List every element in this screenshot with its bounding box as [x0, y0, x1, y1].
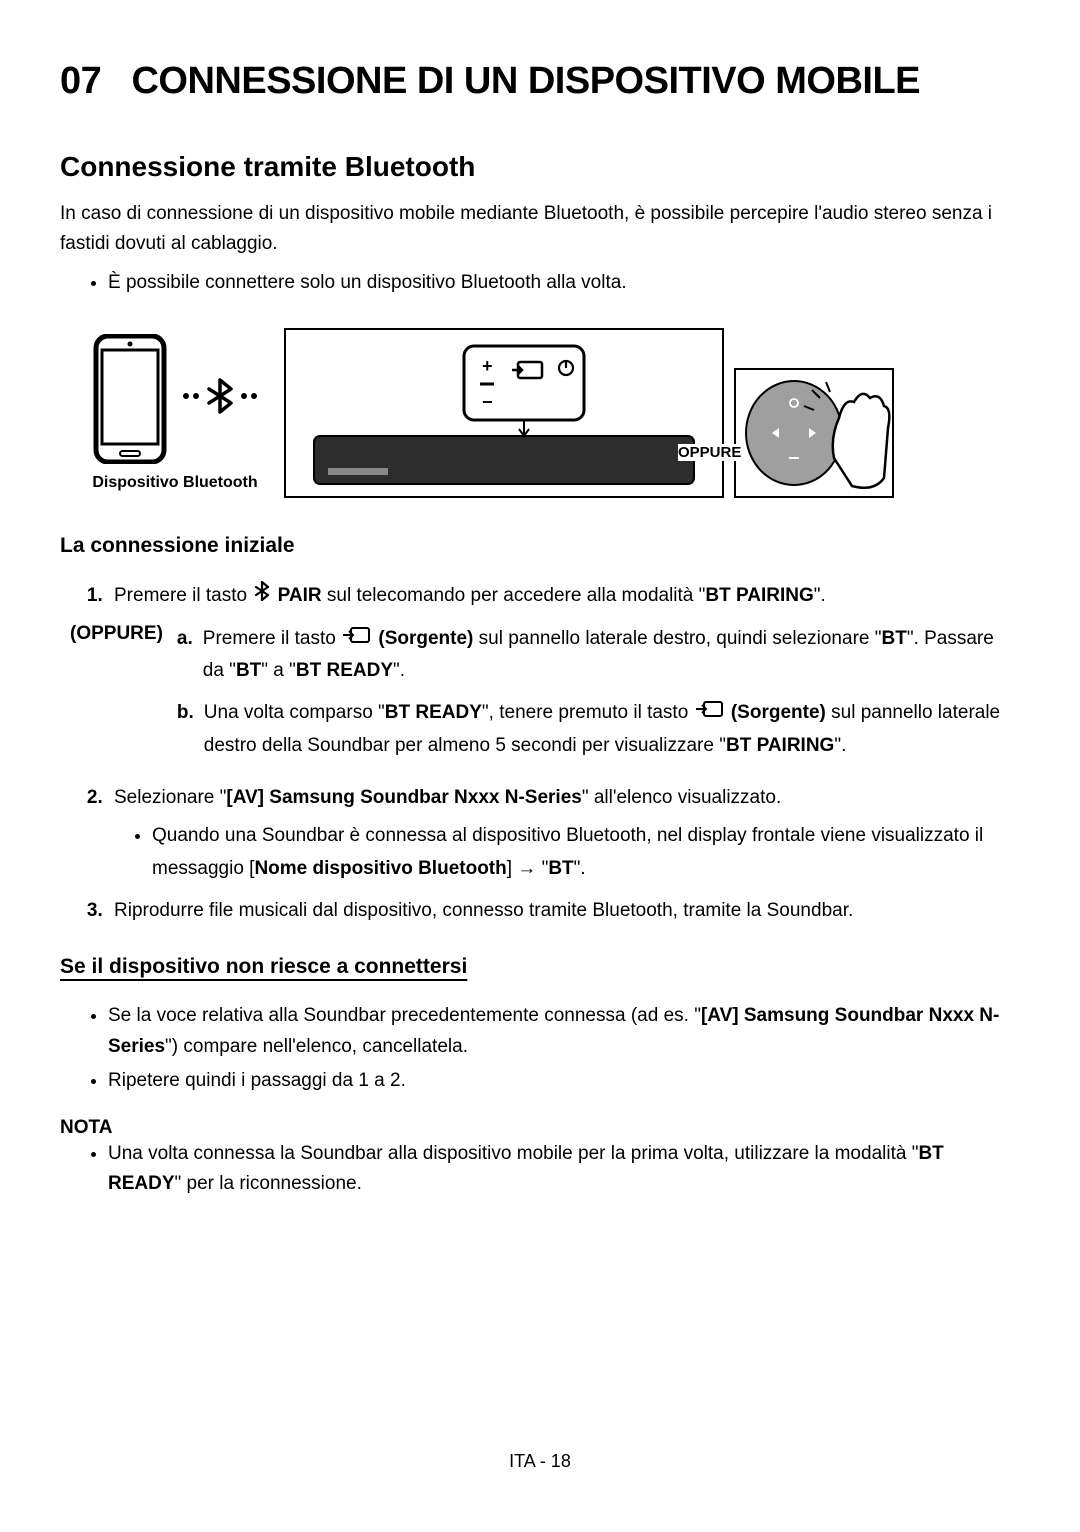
oppure-sublist: a. Premere il tasto (Sorgente) sul panne… — [177, 623, 1020, 773]
step-2: Selezionare "[AV] Samsung Soundbar Nxxx … — [108, 782, 1020, 885]
step2-end: " all'elenco visualizzato. — [582, 787, 781, 808]
oppure-callout: OPPURE — [678, 444, 741, 461]
soundbar-remote-block: + − OPPURE — [284, 328, 894, 498]
svg-text:+: + — [482, 356, 493, 376]
fail1-end: ") compare nell'elenco, cancellatela. — [165, 1036, 468, 1057]
step1-btpairing: BT PAIRING — [705, 585, 813, 606]
fail-heading: Se il dispositivo non riesce a connetter… — [60, 955, 1020, 979]
sa-bt: BT — [882, 628, 907, 649]
section-number: 07 — [60, 60, 101, 102]
step-1: Premere il tasto PAIR sul telecomando pe… — [108, 580, 1020, 612]
phone-icon — [90, 334, 170, 464]
step2-bullets: Quando una Soundbar è connessa al dispos… — [114, 820, 1020, 885]
step1-pre: Premere il tasto — [114, 585, 252, 606]
steps-list-cont: Selezionare "[AV] Samsung Soundbar Nxxx … — [60, 782, 1020, 927]
initial-connection-heading: La connessione iniziale — [60, 534, 1020, 558]
note1-end: " per la riconnessione. — [175, 1173, 362, 1194]
substep-b: b. Una volta comparso "BT READY", tenere… — [177, 697, 1020, 762]
note-label: NOTA — [60, 1117, 1020, 1139]
sa-pre: Premere il tasto — [203, 628, 341, 649]
fail-list: Se la voce relativa alla Soundbar preced… — [60, 1001, 1020, 1096]
note1-pre: Una volta connessa la Soundbar alla disp… — [108, 1143, 918, 1164]
step1-pair: PAIR — [272, 585, 321, 606]
bluetooth-icon — [254, 580, 270, 612]
page-footer: ITA - 18 — [0, 1451, 1080, 1472]
phone-block: Dispositivo Bluetooth — [90, 334, 260, 492]
sa-end: ". — [393, 660, 405, 681]
fail-item-1: Se la voce relativa alla Soundbar preced… — [108, 1001, 1020, 1062]
sb-src: (Sorgente) — [726, 703, 826, 724]
step-3: Riprodurre file musicali dal dispositivo… — [108, 895, 1020, 927]
oppure-label: (OPPURE) — [70, 623, 163, 773]
side-panel-icon — [734, 368, 894, 498]
sb-mid: ", tenere premuto il tasto — [482, 703, 694, 724]
step1-mid: sul telecomando per accedere alla modali… — [322, 585, 706, 606]
substep-a: a. Premere il tasto (Sorgente) sul panne… — [177, 623, 1020, 688]
illustration-row: Dispositivo Bluetooth + − — [60, 328, 1020, 498]
step2b-name: Nome dispositivo Bluetooth — [254, 858, 506, 879]
step3-text: Riprodurre file musicali dal dispositivo… — [114, 900, 853, 921]
sa-btready: BT READY — [296, 660, 393, 681]
step2-dev: [AV] Samsung Soundbar Nxxx N-Series — [226, 787, 581, 808]
sa-bt2: BT — [236, 660, 261, 681]
intro-bullet-item: È possibile connettere solo un dispositi… — [108, 268, 1020, 298]
steps-list: Premere il tasto PAIR sul telecomando pe… — [60, 580, 1020, 612]
step2b-mid: ] → " — [507, 858, 549, 879]
subsection-title: Connessione tramite Bluetooth — [60, 151, 1020, 183]
step1-end: ". — [814, 585, 826, 606]
sb-end: ". — [834, 735, 846, 756]
fail1-pre: Se la voce relativa alla Soundbar preced… — [108, 1005, 701, 1026]
note-list: Una volta connessa la Soundbar alla disp… — [60, 1139, 1020, 1200]
sa-src: (Sorgente) — [373, 628, 473, 649]
oppure-block: (OPPURE) a. Premere il tasto (Sorgente) … — [70, 623, 1020, 773]
section-title-text: CONNESSIONE DI UN DISPOSITIVO MOBILE — [131, 60, 920, 102]
sa-mid: sul pannello laterale destro, quindi sel… — [473, 628, 881, 649]
note-item: Una volta connessa la Soundbar alla disp… — [108, 1139, 1020, 1200]
sb-btpairing: BT PAIRING — [726, 735, 834, 756]
intro-bullet-list: È possibile connettere solo un dispositi… — [60, 268, 1020, 298]
source-icon — [696, 697, 724, 729]
sb-pre: Una volta comparso " — [204, 703, 385, 724]
step2-pre: Selezionare " — [114, 787, 226, 808]
source-icon — [343, 623, 371, 655]
phone-label: Dispositivo Bluetooth — [92, 474, 257, 492]
intro-paragraph: In caso di connessione di un dispositivo… — [60, 199, 1020, 260]
bluetooth-dots-icon — [180, 376, 260, 423]
page-title: 07 CONNESSIONE DI UN DISPOSITIVO MOBILE — [60, 60, 1020, 103]
step2b-bt: BT — [548, 858, 573, 879]
soundbar-remote-icon: + − — [284, 328, 724, 498]
step2b-end: ". — [574, 858, 586, 879]
sa-mid3: " a " — [261, 660, 296, 681]
step2-bullet: Quando una Soundbar è connessa al dispos… — [152, 820, 1020, 885]
svg-text:−: − — [482, 392, 493, 412]
sb-btready: BT READY — [385, 703, 482, 724]
fail-item-2: Ripetere quindi i passaggi da 1 a 2. — [108, 1066, 1020, 1096]
